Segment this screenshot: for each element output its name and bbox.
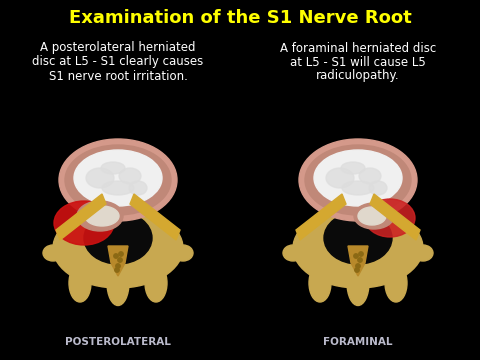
Polygon shape	[348, 246, 368, 276]
Ellipse shape	[65, 145, 171, 215]
Ellipse shape	[305, 145, 411, 215]
Circle shape	[115, 268, 119, 272]
Circle shape	[118, 258, 122, 262]
Ellipse shape	[354, 203, 394, 229]
Circle shape	[359, 252, 363, 256]
Ellipse shape	[173, 245, 193, 261]
Ellipse shape	[101, 162, 125, 174]
Ellipse shape	[53, 208, 183, 288]
Ellipse shape	[358, 207, 386, 225]
Polygon shape	[370, 194, 420, 240]
Ellipse shape	[413, 245, 433, 261]
Ellipse shape	[365, 199, 415, 237]
Ellipse shape	[119, 168, 141, 184]
Circle shape	[119, 252, 123, 256]
Text: FORAMINAL: FORAMINAL	[323, 337, 393, 347]
Circle shape	[355, 268, 359, 272]
Ellipse shape	[309, 264, 331, 302]
Ellipse shape	[369, 181, 387, 195]
Circle shape	[114, 254, 118, 258]
Circle shape	[116, 264, 120, 268]
Ellipse shape	[314, 150, 402, 206]
Polygon shape	[296, 194, 346, 240]
Text: S1 nerve root irritation.: S1 nerve root irritation.	[48, 69, 187, 82]
Ellipse shape	[77, 201, 123, 231]
Polygon shape	[130, 194, 180, 240]
Text: A posterolateral herniated: A posterolateral herniated	[40, 41, 196, 54]
Text: at L5 - S1 will cause L5: at L5 - S1 will cause L5	[290, 55, 426, 68]
Text: A foraminal herniated disc: A foraminal herniated disc	[280, 41, 436, 54]
Ellipse shape	[74, 150, 162, 206]
Ellipse shape	[326, 168, 354, 188]
Ellipse shape	[359, 168, 381, 184]
Ellipse shape	[283, 245, 303, 261]
Ellipse shape	[86, 168, 114, 188]
Ellipse shape	[69, 264, 91, 302]
Ellipse shape	[107, 261, 129, 306]
Circle shape	[354, 254, 358, 258]
Ellipse shape	[85, 206, 119, 226]
Text: Examination of the S1 Nerve Root: Examination of the S1 Nerve Root	[69, 9, 411, 27]
Ellipse shape	[145, 264, 167, 302]
Ellipse shape	[347, 261, 369, 306]
Text: POSTEROLATERAL: POSTEROLATERAL	[65, 337, 171, 347]
Ellipse shape	[43, 245, 63, 261]
Ellipse shape	[84, 212, 152, 264]
Ellipse shape	[342, 181, 374, 195]
Ellipse shape	[102, 181, 134, 195]
Circle shape	[356, 264, 360, 268]
Ellipse shape	[324, 212, 392, 264]
Ellipse shape	[341, 162, 365, 174]
Circle shape	[358, 258, 362, 262]
Text: radiculopathy.: radiculopathy.	[316, 69, 400, 82]
Ellipse shape	[299, 139, 417, 221]
Ellipse shape	[59, 139, 177, 221]
Polygon shape	[56, 194, 106, 240]
Text: disc at L5 - S1 clearly causes: disc at L5 - S1 clearly causes	[32, 55, 204, 68]
Ellipse shape	[293, 208, 423, 288]
Ellipse shape	[129, 181, 147, 195]
Ellipse shape	[385, 264, 407, 302]
Ellipse shape	[54, 201, 114, 245]
Polygon shape	[108, 246, 128, 276]
